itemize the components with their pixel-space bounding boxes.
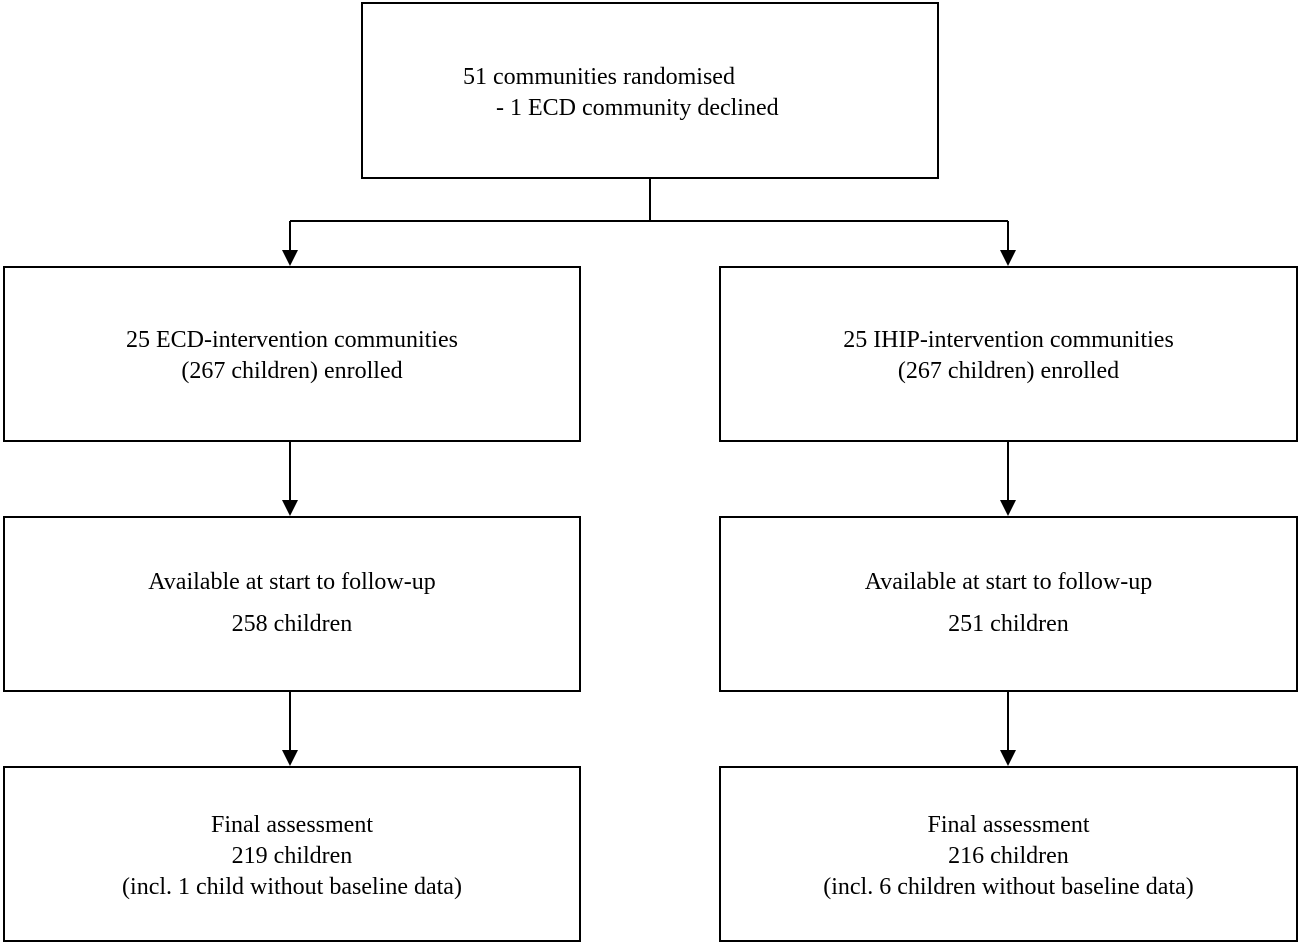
arrowhead-icon (1000, 750, 1016, 766)
arrowhead-icon (282, 500, 298, 516)
ihip-final-note: (incl. 6 children without baseline data) (823, 874, 1194, 900)
ihip-enrolled-communities: 25 IHIP-intervention communities (843, 327, 1174, 353)
ihip-available-count: 251 children (948, 611, 1069, 637)
ecd-final-note: (incl. 1 child without baseline data) (122, 874, 462, 900)
ihip-enrolled-children: (267 children) enrolled (897, 358, 1120, 384)
randomisation-text: 51 communities randomised (463, 64, 735, 90)
ecd-available-label: Available at start to follow-up (148, 569, 436, 595)
randomisation-box: 51 communities randomised - 1 ECD commun… (361, 2, 939, 179)
ecd-final-count: 219 children (231, 843, 353, 869)
ihip-enrolled-box: 25 IHIP-intervention communities (267 ch… (719, 266, 1298, 442)
arrowhead-icon (282, 750, 298, 766)
ihip-available-label: Available at start to follow-up (864, 569, 1153, 595)
arrowhead-icon (1000, 250, 1016, 266)
ecd-enrolled-box: 25 ECD-intervention communities (267 chi… (3, 266, 581, 442)
ecd-enrolled-communities: 25 ECD-intervention communities (126, 327, 458, 353)
arrowhead-icon (282, 250, 298, 266)
ecd-available-box: Available at start to follow-up 258 chil… (3, 516, 581, 692)
ecd-final-box: Final assessment 219 children (incl. 1 c… (3, 766, 581, 942)
ihip-available-box: Available at start to follow-up 251 chil… (719, 516, 1298, 692)
ihip-final-count: 216 children (948, 843, 1069, 869)
arrowhead-icon (1000, 500, 1016, 516)
ihip-final-box: Final assessment 216 children (incl. 6 c… (719, 766, 1298, 942)
ecd-enrolled-children: (267 children) enrolled (181, 358, 403, 384)
ihip-final-label: Final assessment (927, 812, 1090, 838)
ecd-available-count: 258 children (231, 611, 353, 637)
declined-text: - 1 ECD community declined (496, 95, 779, 121)
ecd-final-label: Final assessment (211, 812, 373, 838)
